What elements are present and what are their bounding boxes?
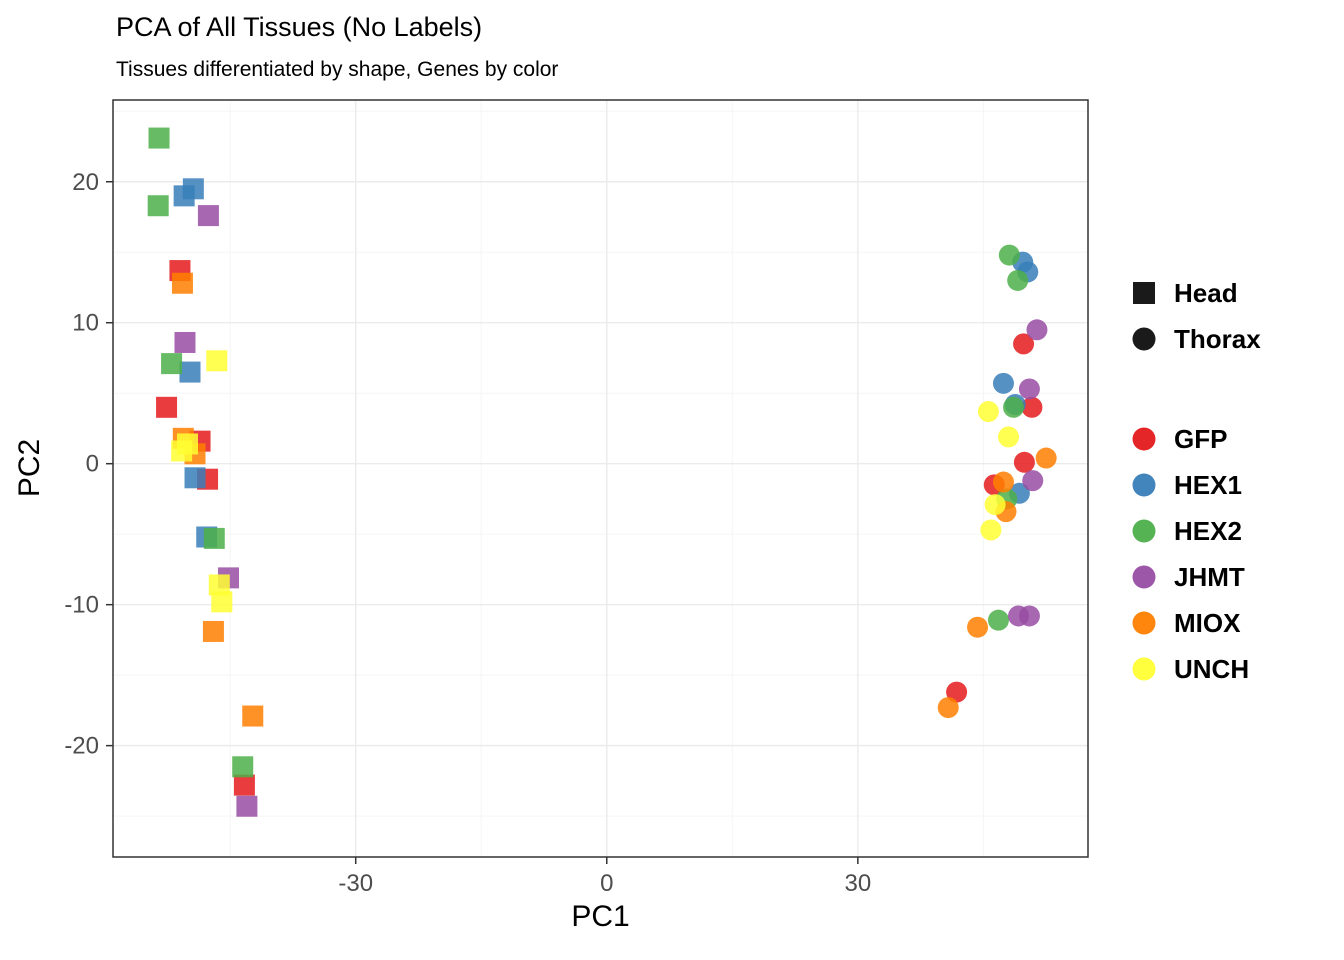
x-tick-label: -30 (338, 870, 373, 897)
point-jhmt-thorax (1022, 470, 1044, 492)
point-unch-head (206, 350, 228, 372)
x-axis-title: PC1 (571, 900, 630, 933)
point-gfp-thorax (1013, 333, 1035, 355)
point-hex2-head (232, 756, 254, 778)
legend: Head Thorax GFP HEX1 HEX2 JHMT MIOX UNCH (1128, 270, 1261, 692)
gene-color-glyph (1132, 611, 1156, 635)
legend-item-hex2-label: HEX2 (1174, 515, 1242, 546)
y-tick-label: 0 (86, 451, 99, 478)
point-jhmt-thorax (1026, 319, 1048, 341)
legend-item-hex1-label: HEX1 (1174, 469, 1242, 500)
legend-item-thorax-label: Thorax (1174, 323, 1261, 354)
point-hex2-thorax (998, 244, 1020, 266)
point-jhmt-head (236, 795, 258, 817)
y-tick-label: 10 (72, 310, 99, 337)
miox-color-key-icon (1132, 611, 1156, 635)
point-unch-head (176, 433, 198, 455)
square-shape-key-icon (1133, 282, 1155, 304)
point-hex2-head (161, 353, 183, 375)
circle-glyph (1132, 327, 1156, 351)
unch-color-key-icon (1132, 657, 1156, 681)
legend-item-hex1: HEX1 (1128, 462, 1261, 508)
point-jhmt-thorax (1018, 605, 1040, 627)
point-miox-thorax (937, 697, 959, 719)
legend-item-jhmt: JHMT (1128, 554, 1261, 600)
gene-color-glyph (1132, 519, 1156, 543)
point-hex1-head (184, 467, 206, 489)
point-jhmt-head (197, 205, 219, 227)
y-tick-label: -20 (64, 733, 99, 760)
legend-item-gfp: GFP (1128, 416, 1261, 462)
point-gfp-head (156, 396, 178, 418)
legend-item-miox: MIOX (1128, 600, 1261, 646)
point-unch-thorax (977, 401, 999, 423)
point-hex2-head (148, 127, 170, 149)
legend-item-head: Head (1128, 270, 1261, 316)
legend-item-unch: UNCH (1128, 646, 1261, 692)
point-hex2-thorax (1007, 269, 1029, 291)
point-gfp-thorax (1013, 451, 1035, 473)
point-miox-thorax (967, 616, 989, 638)
point-hex2-head (147, 195, 169, 217)
point-miox-head (242, 705, 264, 727)
y-tick-label: 20 (72, 169, 99, 196)
gene-color-glyph (1132, 565, 1156, 589)
point-jhmt-thorax (1018, 378, 1040, 400)
point-hex1-head (182, 178, 204, 200)
point-hex2-thorax (987, 609, 1009, 631)
point-unch-head (208, 574, 230, 596)
legend-item-thorax: Thorax (1128, 316, 1261, 362)
point-unch-head (211, 591, 233, 613)
point-unch-thorax (997, 426, 1019, 448)
point-gfp-thorax (1021, 396, 1043, 418)
legend-item-head-label: Head (1174, 277, 1238, 308)
chart-title: PCA of All Tissues (No Labels) (116, 12, 483, 42)
circle-shape-key-icon (1132, 327, 1156, 351)
point-miox-head (171, 272, 193, 294)
plot-panel (113, 100, 1088, 857)
point-unch-thorax (980, 519, 1002, 541)
point-miox-head (202, 620, 224, 642)
hex1-color-key-icon (1132, 473, 1156, 497)
legend-item-gfp-label: GFP (1174, 423, 1228, 454)
panel-border (112, 99, 1089, 858)
point-unch-thorax (984, 494, 1006, 516)
point-miox-thorax (1035, 447, 1057, 469)
point-hex2-head (203, 527, 225, 549)
x-tick-label: 0 (600, 870, 613, 897)
legend-item-jhmt-label: JHMT (1174, 561, 1245, 592)
gene-color-glyph (1132, 473, 1156, 497)
legend-group-gap (1128, 362, 1261, 416)
point-gfp-thorax (946, 681, 968, 703)
gfp-color-key-icon (1132, 427, 1156, 451)
legend-item-unch-label: UNCH (1174, 653, 1250, 684)
x-tick-label: 30 (844, 870, 871, 897)
chart-subtitle: Tissues differentiated by shape, Genes b… (116, 58, 559, 81)
hex2-color-key-icon (1132, 519, 1156, 543)
gene-color-glyph (1132, 427, 1156, 451)
point-miox-thorax (992, 471, 1014, 493)
point-hex1-thorax (992, 372, 1014, 394)
gene-color-glyph (1132, 657, 1156, 681)
point-jhmt-head (174, 331, 196, 353)
square-glyph (1133, 282, 1155, 304)
jhmt-color-key-icon (1132, 565, 1156, 589)
point-hex2-thorax (1003, 396, 1025, 418)
legend-item-hex2: HEX2 (1128, 508, 1261, 554)
y-axis-title: PC2 (13, 438, 46, 498)
y-tick-label: -10 (64, 592, 99, 619)
point-gfp-head (233, 774, 255, 796)
point-hex1-head (179, 361, 201, 383)
legend-item-miox-label: MIOX (1174, 607, 1241, 638)
